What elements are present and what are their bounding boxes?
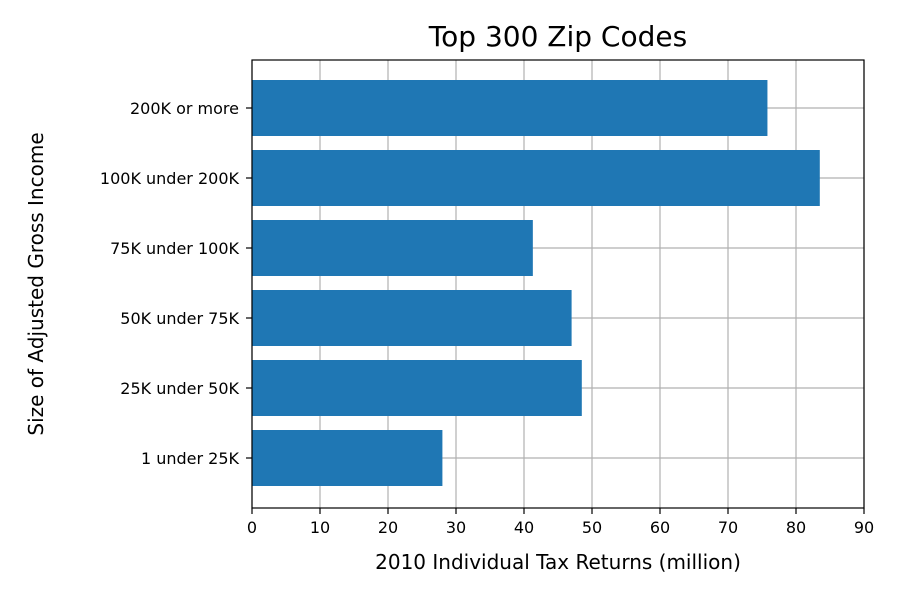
plot-frame bbox=[251, 59, 865, 509]
bar bbox=[252, 430, 443, 486]
x-tick-label: 70 bbox=[718, 518, 738, 537]
x-tick-label: 0 bbox=[247, 518, 257, 537]
x-tick-label: 60 bbox=[650, 518, 670, 537]
bar bbox=[252, 80, 768, 136]
x-tick-label: 50 bbox=[582, 518, 602, 537]
y-tick-label: 50K under 75K bbox=[120, 309, 239, 328]
x-tick-label: 80 bbox=[786, 518, 806, 537]
x-tick-label: 90 bbox=[854, 518, 874, 537]
bar bbox=[252, 360, 582, 416]
bar bbox=[252, 290, 572, 346]
y-tick-label: 200K or more bbox=[130, 99, 239, 118]
x-tick-label: 20 bbox=[378, 518, 398, 537]
bars bbox=[252, 80, 820, 486]
x-tick-label: 40 bbox=[514, 518, 534, 537]
x-tick-label: 30 bbox=[446, 518, 466, 537]
y-ticks: 1 under 25K 25K under 50K 50K under 75K 75K… bbox=[100, 99, 252, 468]
x-ticks: 0 10 20 30 40 50 60 70 80 90 bbox=[247, 508, 874, 537]
x-axis-title: 2010 Individual Tax Returns (million) bbox=[375, 550, 741, 574]
bar bbox=[252, 220, 533, 276]
y-tick-label: 75K under 100K bbox=[110, 239, 239, 258]
y-tick-label: 25K under 50K bbox=[120, 379, 239, 398]
x-tick-label: 10 bbox=[310, 518, 330, 537]
bar bbox=[252, 150, 820, 206]
y-axis-title: Size of Adjusted Gross Income bbox=[24, 132, 48, 435]
chart-title: Top 300 Zip Codes bbox=[428, 20, 687, 53]
y-tick-label: 1 under 25K bbox=[141, 449, 240, 468]
y-tick-label: 100K under 200K bbox=[100, 169, 240, 188]
